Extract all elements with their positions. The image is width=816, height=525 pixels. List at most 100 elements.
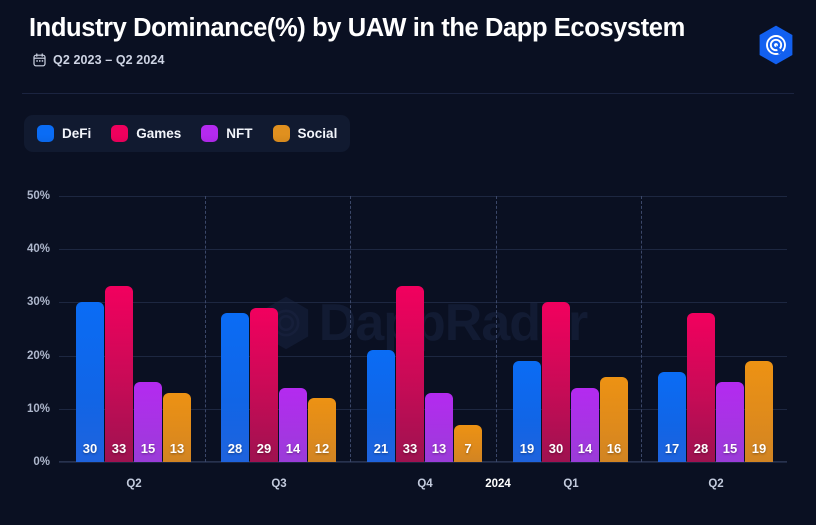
- bar-nft[interactable]: 13: [425, 392, 454, 462]
- group-separator: [641, 196, 642, 462]
- bar-fill: 19: [513, 360, 541, 462]
- legend-item-defi[interactable]: DeFi: [37, 125, 91, 142]
- legend-item-label: Games: [136, 126, 182, 141]
- bar-fill: 33: [105, 286, 133, 462]
- x-axis-tick-label: Q3: [271, 478, 287, 490]
- bar-social[interactable]: 19: [745, 360, 774, 462]
- bar-value-label: 19: [519, 441, 535, 456]
- bar-value-label: 13: [169, 441, 185, 456]
- bar-value-label: 19: [751, 441, 767, 456]
- bar-value-label: 28: [227, 441, 243, 456]
- bar-fill: 30: [76, 302, 104, 462]
- legend-item-label: Social: [297, 126, 338, 141]
- date-range: Q2 2023 – Q2 2024: [33, 53, 165, 67]
- bar-social[interactable]: 16: [600, 376, 629, 462]
- bar-fill: 19: [745, 360, 773, 462]
- bar-value-label: 7: [464, 441, 472, 456]
- bar-fill: 13: [425, 392, 453, 462]
- bar-value-label: 33: [111, 441, 127, 456]
- bar-nft[interactable]: 14: [279, 387, 308, 462]
- bar-value-label: 17: [664, 441, 680, 456]
- header-divider: [22, 93, 794, 94]
- group-separator: [350, 196, 351, 462]
- bar-nft[interactable]: 14: [571, 387, 600, 462]
- bar-group: 17 28 15 19: [658, 313, 774, 462]
- dappradar-logo-icon: [756, 24, 796, 66]
- legend-item-label: DeFi: [62, 126, 92, 141]
- legend-swatch-icon: [111, 125, 129, 142]
- bar-defi[interactable]: 21: [367, 350, 396, 462]
- bar-fill: 29: [250, 307, 278, 462]
- bar-games[interactable]: 29: [250, 307, 279, 462]
- x-axis-year-label: 2024: [485, 478, 511, 490]
- bar-fill: 21: [367, 350, 395, 462]
- bar-group: 30 33 15 13: [76, 286, 192, 462]
- legend-item-label: NFT: [226, 126, 253, 141]
- bar-value-label: 12: [314, 441, 330, 456]
- bar-value-label: 15: [722, 441, 738, 456]
- bar-defi[interactable]: 28: [221, 313, 250, 462]
- bar-value-label: 29: [256, 441, 272, 456]
- x-axis-tick-label: Q1: [563, 478, 579, 490]
- bar-games[interactable]: 33: [396, 286, 425, 462]
- legend-item-games[interactable]: Games: [111, 125, 181, 142]
- bar-social[interactable]: 12: [308, 398, 337, 462]
- bar-social[interactable]: 7: [454, 424, 483, 462]
- bar-fill: 30: [542, 302, 570, 462]
- page-title: Industry Dominance(%) by UAW in the Dapp…: [29, 14, 685, 42]
- calendar-icon: [33, 53, 46, 67]
- x-axis-tick-label: Q4: [417, 478, 433, 490]
- bar-defi[interactable]: 17: [658, 371, 687, 462]
- legend-swatch-icon: [37, 125, 54, 142]
- chart-header: Industry Dominance(%) by UAW in the Dapp…: [0, 0, 816, 94]
- bar-fill: 15: [716, 382, 744, 462]
- x-axis-tick-label: Q2: [126, 478, 142, 490]
- bar-games[interactable]: 28: [687, 313, 716, 462]
- bar-fill: 16: [600, 376, 628, 462]
- bar-fill: 33: [396, 286, 424, 462]
- bar-group: 28 29 14 12: [221, 307, 337, 462]
- legend-item-social[interactable]: Social: [272, 125, 338, 142]
- bar-games[interactable]: 30: [542, 302, 571, 462]
- bar-value-label: 16: [606, 441, 622, 456]
- bar-value-label: 15: [140, 441, 156, 456]
- y-axis-tick-label: 30%: [26, 296, 50, 309]
- gridline: [59, 462, 787, 463]
- legend-item-nft[interactable]: NFT: [201, 125, 253, 142]
- y-axis-tick-label: 50%: [26, 190, 50, 202]
- bar-fill: 17: [658, 371, 686, 462]
- bar-fill: 14: [279, 387, 307, 462]
- bar-fill: 14: [571, 387, 599, 462]
- bar-group: 19 30 14 16: [513, 302, 629, 462]
- y-axis-tick-label: 0%: [33, 456, 50, 468]
- gridline: [59, 249, 787, 251]
- bar-value-label: 14: [577, 441, 593, 456]
- bar-value-label: 14: [285, 441, 301, 456]
- x-axis: Q2 Q3 Q4 2024 Q1 Q2: [59, 478, 787, 508]
- bar-fill: 15: [134, 382, 162, 462]
- legend-swatch-icon: [201, 125, 219, 142]
- bar-nft[interactable]: 15: [716, 382, 745, 462]
- bar-social[interactable]: 13: [163, 392, 192, 462]
- y-axis-tick-label: 20%: [26, 349, 50, 362]
- bar-fill: 28: [687, 313, 715, 462]
- bar-fill: 28: [221, 313, 249, 462]
- bar-value-label: 13: [431, 441, 447, 456]
- legend-swatch-icon: [272, 125, 290, 142]
- bar-defi[interactable]: 30: [76, 302, 105, 462]
- y-axis-tick-label: 10%: [26, 402, 50, 415]
- chart-legend: DeFi Games NFT Social: [24, 115, 351, 152]
- bar-games[interactable]: 33: [105, 286, 134, 462]
- bar-fill: 7: [454, 424, 482, 462]
- x-axis-tick-label: Q2: [708, 478, 724, 490]
- bar-nft[interactable]: 15: [134, 382, 163, 462]
- y-axis-tick-label: 40%: [26, 243, 50, 256]
- date-range-label: Q2 2023 – Q2 2024: [53, 53, 165, 67]
- bar-fill: 12: [308, 398, 336, 462]
- bar-defi[interactable]: 19: [513, 360, 542, 462]
- bar-group: 21 33 13 7: [367, 286, 483, 462]
- plot-area: DappRadar 0% 10% 20% 30% 40% 50% 30 33 15 13 28 29 1…: [27, 190, 787, 468]
- bar-value-label: 30: [82, 441, 98, 456]
- bar-value-label: 21: [373, 441, 389, 456]
